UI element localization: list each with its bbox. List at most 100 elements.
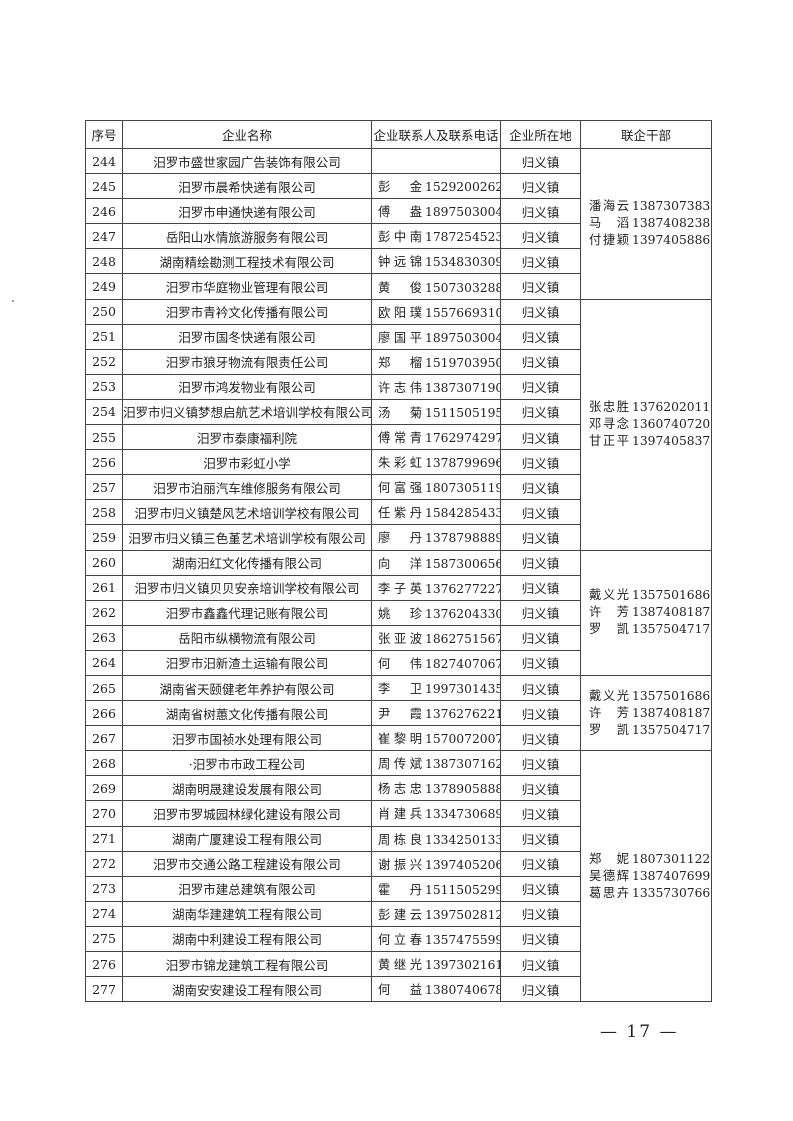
company-name: 湖南安安建设工程有限公司 xyxy=(122,976,372,1003)
contact-cell: 向洋15873006569 xyxy=(371,549,501,576)
company-location: 归义镇 xyxy=(500,173,581,200)
table-row: 271湖南广厦建设工程有限公司周栋良13342501333归义镇 xyxy=(85,825,712,852)
liaison-cadre-cell: 张忠胜 13762020118 邓寻念 13607407203 甘正平 139740583… xyxy=(580,298,712,551)
company-name: 湖南明晟建设发展有限公司 xyxy=(122,775,372,802)
company-name: 汨罗市罗城园林绿化建设有限公司 xyxy=(122,800,372,827)
contact-person: 黄继光 xyxy=(378,958,422,973)
contact-cell: 彭中南17872545237 xyxy=(371,223,501,250)
company-name: 汨罗市晨希快递有限公司 xyxy=(122,173,372,200)
company-location: 归义镇 xyxy=(500,700,581,727)
cadre-phone: 13874082388 xyxy=(632,216,712,231)
contact-person: 黄俊 xyxy=(378,280,422,295)
row-number: 275 xyxy=(85,925,123,953)
contact-person: 李子英 xyxy=(378,581,422,596)
company-name: 汨罗市归义镇贝贝安亲培训学校有限公司 xyxy=(122,574,372,601)
row-number: 258 xyxy=(85,499,123,526)
contact-cell: 许志伟13873071904 xyxy=(371,373,501,400)
row-number: 255 xyxy=(85,424,123,451)
contact-phone: 18975030041 xyxy=(425,205,500,220)
table-row: 264汨罗市汨新渣土运输有限公司何伟18274070678归义镇 xyxy=(85,649,712,676)
contact-person: 彭金 xyxy=(378,180,422,195)
contact-person: 崔黎明 xyxy=(378,732,422,747)
table-row: 261汨罗市归义镇贝贝安亲培训学校有限公司李子英13762772272归义镇 xyxy=(85,574,712,601)
cadre-entry: 罗凯 13575047173 xyxy=(589,621,711,638)
cadre-phone: 13575047173 xyxy=(632,722,712,737)
contact-person: 傅盎 xyxy=(378,205,422,220)
row-number: 259 xyxy=(85,524,123,551)
company-location: 归义镇 xyxy=(500,674,581,702)
contact-person: 周栋良 xyxy=(378,832,422,847)
company-location: 归义镇 xyxy=(500,424,581,451)
contact-person: 任紫丹 xyxy=(378,506,422,521)
contact-cell: 周传斌13873071627 xyxy=(371,750,501,777)
liaison-cadre-cell: 郑妮 18073011222 吴德辉 13874076996 葛思卉 1335730766… xyxy=(580,750,712,1003)
company-name: 汨罗市建总建筑有限公司 xyxy=(122,875,372,902)
contact-phone: 13762762212 xyxy=(425,707,500,722)
company-name: 汨罗市鑫鑫代理记账有限公司 xyxy=(122,599,372,626)
cadre-name: 邓寻念 xyxy=(589,417,629,432)
row-number: 263 xyxy=(85,624,123,651)
contact-person: 谢振兴 xyxy=(378,857,422,872)
cadre-entry: 付捷颖 13974058866 xyxy=(589,232,711,249)
contact-person: 彭建云 xyxy=(378,907,422,922)
row-number: 261 xyxy=(85,574,123,601)
enterprise-liaison-table: 序号 企业名称 企业联系人及联系电话 企业所在地 联企干部 244 汨罗市盛世家园… xyxy=(85,120,712,1003)
row-number: 262 xyxy=(85,599,123,626)
row-number: 260 xyxy=(85,549,123,576)
page-number: — 17 — xyxy=(600,1022,679,1042)
contact-person: 何立春 xyxy=(378,932,422,947)
table-row: 251汨罗市国冬快递有限公司廖国平18975030041归义镇 xyxy=(85,323,712,350)
contact-person: 何益 xyxy=(378,983,422,998)
table-row: 263岳阳市纵横物流有限公司张亚波18627515678归义镇 xyxy=(85,624,712,651)
cadre-entry: 张忠胜 13762020118 xyxy=(589,399,711,416)
contact-cell: 钟远锦15348303090 xyxy=(371,248,501,275)
contact-phone: 15115052999 xyxy=(425,882,500,897)
row-number: 250 xyxy=(85,298,123,325)
contact-person: 廖国平 xyxy=(378,330,422,345)
cadre-name: 付捷颖 xyxy=(589,233,629,248)
liaison-cadre-cell: 潘海云 13873073832 马滔 13874082388 付捷颖 1397405886… xyxy=(580,148,712,300)
company-name: 汨罗市锦龙建筑工程有限公司 xyxy=(122,950,372,978)
contact-cell: 崔黎明15700720072 xyxy=(371,725,501,752)
contact-phone: 17872545237 xyxy=(425,230,500,245)
row-number: 274 xyxy=(85,900,123,927)
company-location: 归义镇 xyxy=(500,850,581,877)
contact-phone: 15842854337 xyxy=(425,506,500,521)
table-row: 265湖南省天颐健老年养护有限公司李卫19973014358归义镇戴义光1357… xyxy=(85,674,712,752)
company-name: 岳阳市纵横物流有限公司 xyxy=(122,624,372,651)
contact-phone: 13975028129 xyxy=(425,907,500,922)
cadre-phone: 13974058378 xyxy=(632,434,712,449)
cadre-name: 罗凯 xyxy=(589,722,629,737)
table-row: 260湖南汨红文化传播有限公司向洋15873006569归义镇戴义光135750… xyxy=(85,549,712,676)
cadre-entry: 罗凯 13575047173 xyxy=(589,722,711,739)
contact-cell: 何益13807406786 xyxy=(371,976,501,1003)
contact-cell: 谢振兴13974052066 xyxy=(371,850,501,877)
company-name: 汨罗市归义镇三色堇艺术培训学校有限公司 xyxy=(122,524,372,551)
contact-person: 欧阳璞 xyxy=(378,305,422,320)
contact-phone: 18975030041 xyxy=(425,330,500,345)
table-row: 267汨罗市国祯水处理有限公司崔黎明15700720072归义镇 xyxy=(85,725,712,752)
row-number: 272 xyxy=(85,850,123,877)
company-location: 归义镇 xyxy=(500,524,581,551)
row-number: 276 xyxy=(85,950,123,978)
contact-cell: 黄俊15073032882 xyxy=(371,273,501,300)
table-row: 266湖南省树蕙文化传播有限公司尹霞13762762212归义镇 xyxy=(85,700,712,727)
liaison-cadre-cell: 戴义光 13575016868 许芳 13874081871 罗凯 13575047173 xyxy=(580,674,712,752)
contact-person: 肖建兵 xyxy=(378,807,422,822)
contact-person: 向洋 xyxy=(378,556,422,571)
row-number: 270 xyxy=(85,800,123,827)
row-number: 269 xyxy=(85,775,123,802)
contact-person: 彭中南 xyxy=(378,230,422,245)
table-header-row: 序号 企业名称 企业联系人及联系电话 企业所在地 联企干部 xyxy=(85,120,712,149)
contact-person: 钟远锦 xyxy=(378,255,422,270)
row-number: 252 xyxy=(85,348,123,375)
contact-phone: 13762772272 xyxy=(425,581,500,596)
company-name: 汨罗市归义镇梦想启航艺术培训学校有限公司 xyxy=(122,398,372,426)
contact-person: 郑榴 xyxy=(378,355,422,370)
cadre-entry: 甘正平 13974058378 xyxy=(589,433,711,450)
row-number: 267 xyxy=(85,725,123,752)
cadre-name: 马滔 xyxy=(589,216,629,231)
company-name: 汨罗市汨新渣土运输有限公司 xyxy=(122,649,372,676)
contact-person: 许志伟 xyxy=(378,380,422,395)
cadre-phone: 13607407203 xyxy=(632,417,712,432)
